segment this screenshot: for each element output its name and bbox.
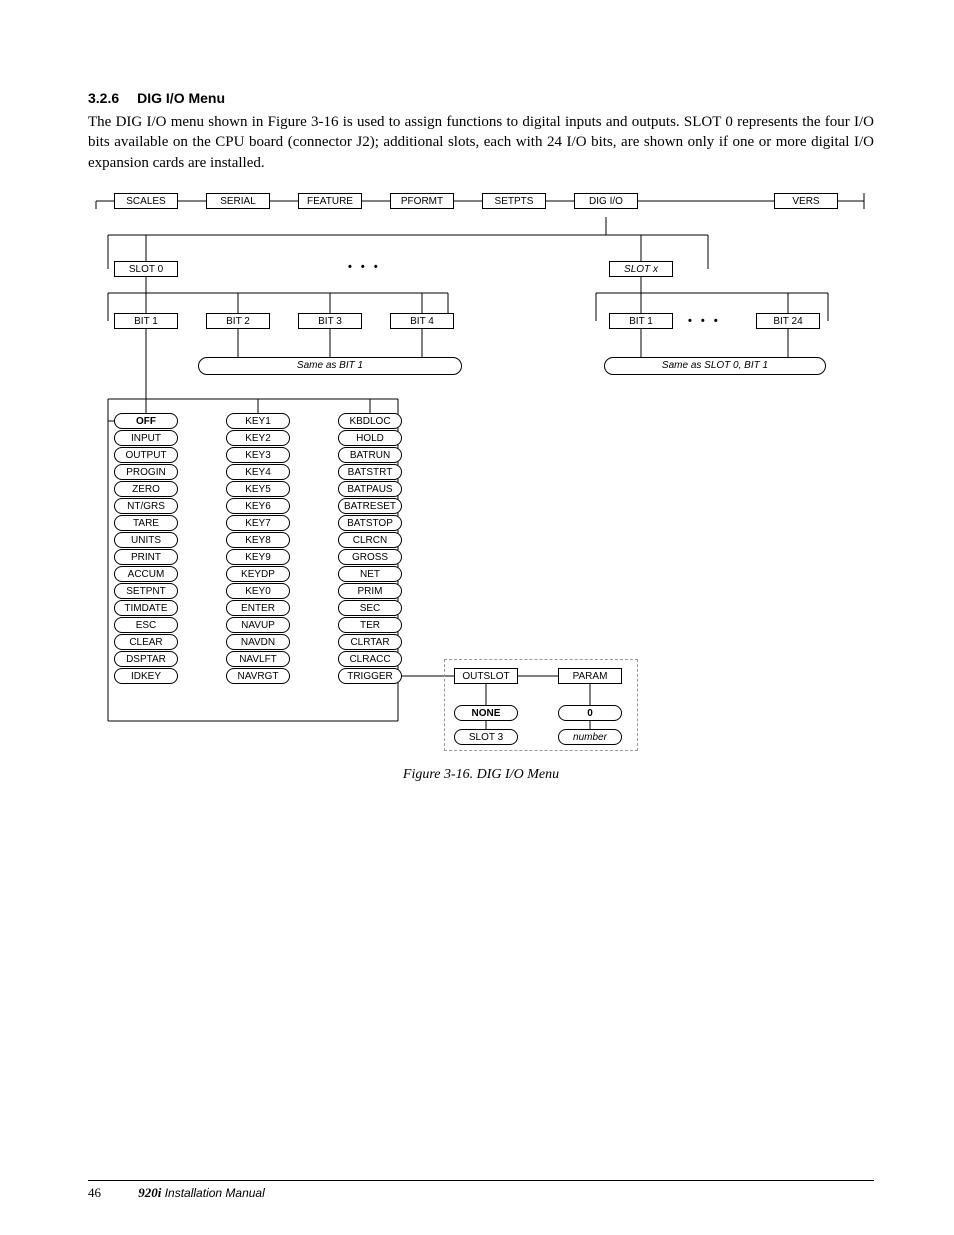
section-heading: 3.2.6 DIG I/O Menu <box>88 90 874 106</box>
col3-item: KBDLOC <box>338 413 402 429</box>
menu-scales: SCALES <box>114 193 178 209</box>
col2-item: KEY8 <box>226 532 290 548</box>
col1-item: ACCUM <box>114 566 178 582</box>
menu-diagram: SCALES SERIAL FEATURE PFORMT SETPTS DIG … <box>88 181 874 761</box>
col3-item: CLRTAR <box>338 634 402 650</box>
col1-item: PROGIN <box>114 464 178 480</box>
col3-item: BATRUN <box>338 447 402 463</box>
col2-item: NAVUP <box>226 617 290 633</box>
col3-item: BATSTRT <box>338 464 402 480</box>
col2-item: KEY4 <box>226 464 290 480</box>
footer-manual: Installation Manual <box>161 1186 264 1200</box>
col2-item: KEY3 <box>226 447 290 463</box>
slot-x: SLOT x <box>609 261 673 277</box>
menu-vers: VERS <box>774 193 838 209</box>
col1-item: CLEAR <box>114 634 178 650</box>
col3-item: PRIM <box>338 583 402 599</box>
col3-item: TRIGGER <box>338 668 402 684</box>
bit-1: BIT 1 <box>114 313 178 329</box>
col3-item: CLRACC <box>338 651 402 667</box>
menu-feature: FEATURE <box>298 193 362 209</box>
col1-item: SETPNT <box>114 583 178 599</box>
col3-item: HOLD <box>338 430 402 446</box>
col2-item: KEY2 <box>226 430 290 446</box>
col1-item: OFF <box>114 413 178 429</box>
col3-item: GROSS <box>338 549 402 565</box>
note-same-slot0: Same as SLOT 0, BIT 1 <box>604 357 826 375</box>
col2-item: KEY6 <box>226 498 290 514</box>
bit-3: BIT 3 <box>298 313 362 329</box>
col3-item: NET <box>338 566 402 582</box>
col2-item: NAVDN <box>226 634 290 650</box>
col2-item: KEY0 <box>226 583 290 599</box>
slot-0: SLOT 0 <box>114 261 178 277</box>
param: PARAM <box>558 668 622 684</box>
col2-item: KEY1 <box>226 413 290 429</box>
col2-item: KEYDP <box>226 566 290 582</box>
col2-item: KEY5 <box>226 481 290 497</box>
col1-item: TIMDATE <box>114 600 178 616</box>
page-footer: 46 920i Installation Manual <box>88 1180 874 1201</box>
col3-item: TER <box>338 617 402 633</box>
col3-item: CLRCN <box>338 532 402 548</box>
figure-caption: Figure 3-16. DIG I/O Menu <box>88 767 874 783</box>
col2-item: NAVRGT <box>226 668 290 684</box>
col1-item: IDKEY <box>114 668 178 684</box>
col1-item: PRINT <box>114 549 178 565</box>
col2-item: NAVLFT <box>226 651 290 667</box>
ellipsis-icon: • • • <box>348 261 381 273</box>
col1-item: ZERO <box>114 481 178 497</box>
col1-item: NT/GRS <box>114 498 178 514</box>
menu-pformt: PFORMT <box>390 193 454 209</box>
menu-serial: SERIAL <box>206 193 270 209</box>
bit-2: BIT 2 <box>206 313 270 329</box>
col1-item: TARE <box>114 515 178 531</box>
slot3: SLOT 3 <box>454 729 518 745</box>
bit-1-right: BIT 1 <box>609 313 673 329</box>
bit-24: BIT 24 <box>756 313 820 329</box>
section-title: DIG I/O Menu <box>137 90 225 106</box>
col1-item: UNITS <box>114 532 178 548</box>
outslot: OUTSLOT <box>454 668 518 684</box>
col3-item: BATRESET <box>338 498 402 514</box>
note-same-bit1: Same as BIT 1 <box>198 357 462 375</box>
col3-item: SEC <box>338 600 402 616</box>
ellipsis-icon: • • • <box>688 315 721 327</box>
col2-item: ENTER <box>226 600 290 616</box>
col1-item: INPUT <box>114 430 178 446</box>
bit-4: BIT 4 <box>390 313 454 329</box>
col1-item: ESC <box>114 617 178 633</box>
col2-item: KEY9 <box>226 549 290 565</box>
col3-item: BATPAUS <box>338 481 402 497</box>
menu-digio: DIG I/O <box>574 193 638 209</box>
section-paragraph: The DIG I/O menu shown in Figure 3-16 is… <box>88 112 874 173</box>
footer-model: 920i <box>138 1185 161 1200</box>
col1-item: DSPTAR <box>114 651 178 667</box>
number: number <box>558 729 622 745</box>
page-number: 46 <box>88 1185 101 1200</box>
none-default: NONE <box>454 705 518 721</box>
section-number: 3.2.6 <box>88 90 119 106</box>
col2-item: KEY7 <box>226 515 290 531</box>
col1-item: OUTPUT <box>114 447 178 463</box>
zero-default: 0 <box>558 705 622 721</box>
menu-setpts: SETPTS <box>482 193 546 209</box>
col3-item: BATSTOP <box>338 515 402 531</box>
